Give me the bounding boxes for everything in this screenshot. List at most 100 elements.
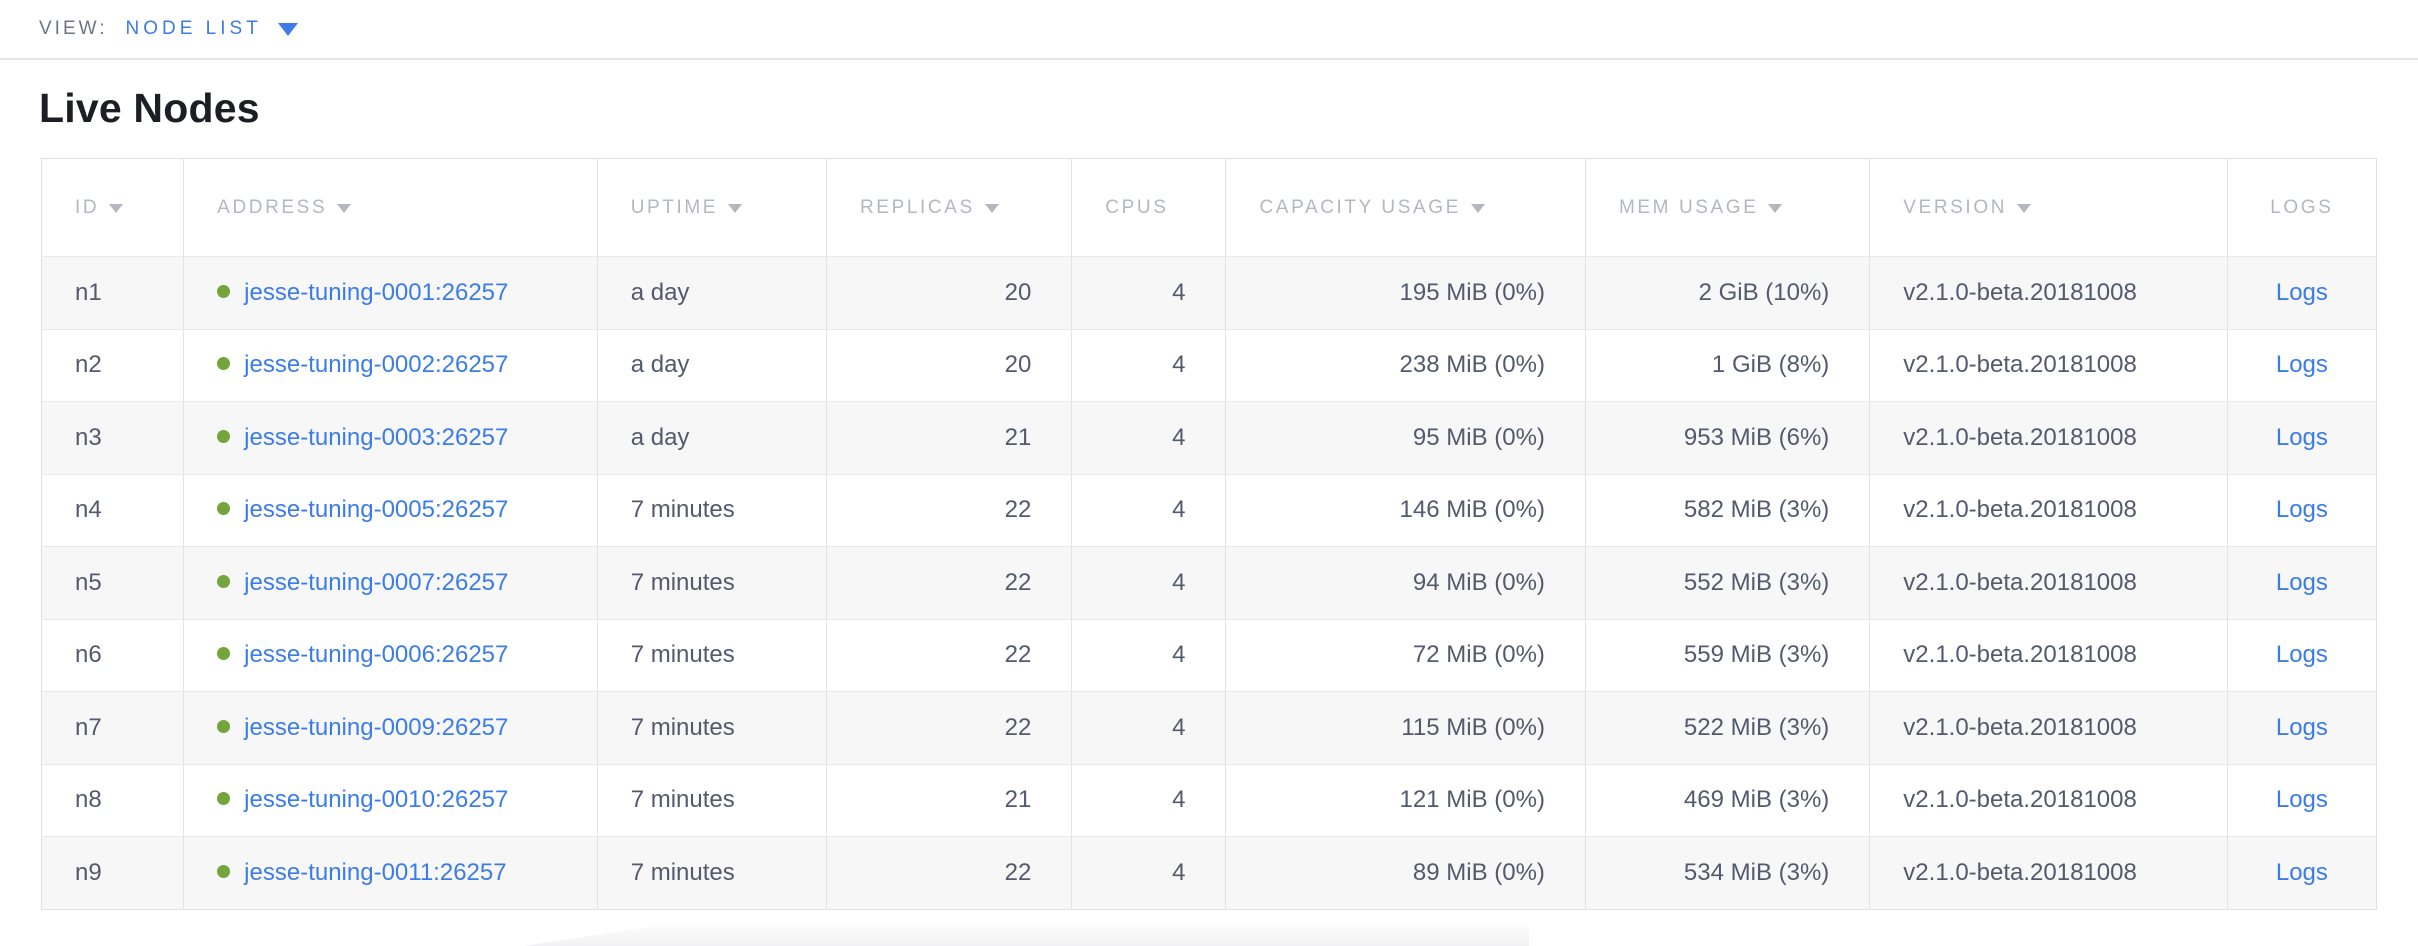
node-logs-cell: Logs [2226,546,2377,619]
node-logs-link[interactable]: Logs [2275,641,2328,669]
node-address-link[interactable]: jesse-tuning-0003:26257 [244,423,509,451]
node-logs-cell: Logs [2226,401,2377,474]
node-mem-usage: 522 MiB (3%) [1584,691,1870,764]
node-logs-cell: Logs [2226,474,2377,547]
table-row: n3 jesse-tuning-0003:26257 a day 21 4 95 MiB … [41,401,2377,474]
node-address-cell: jesse-tuning-0005:26257 [183,474,598,547]
node-live-status-icon [217,429,231,443]
node-cpus: 4 [1071,256,1226,329]
node-id: n6 [75,641,102,669]
node-address-link[interactable]: jesse-tuning-0005:26257 [244,496,509,524]
node-capacity-usage: 238 MiB (0%) [1225,329,1586,402]
node-uptime: a day [596,256,827,329]
node-live-status-icon [217,502,231,516]
node-address-link[interactable]: jesse-tuning-0010:26257 [244,786,509,814]
sort-desc-icon [984,203,999,213]
column-header-replicas[interactable]: REPLICAS [825,158,1072,257]
node-replicas: 20 [825,256,1072,329]
node-id: n3 [41,401,184,474]
node-capacity-usage: 95 MiB (0%) [1225,401,1586,474]
node-mem-usage: 953 MiB (6%) [1584,401,1870,474]
node-mem-usage: 559 MiB (3%) [1584,619,1870,692]
column-header-cpus: CPUS [1071,158,1226,257]
node-replicas: 21 [825,764,1072,837]
node-address-link[interactable]: jesse-tuning-0007:26257 [244,568,509,596]
node-logs-link[interactable]: Logs [2275,351,2328,379]
node-uptime: a day [596,329,827,402]
page-title: Live Nodes [39,85,260,131]
sort-desc-icon [109,203,124,213]
node-capacity-usage: 121 MiB (0%) [1225,764,1586,837]
node-logs-link[interactable]: Logs [2275,568,2328,596]
sort-desc-icon [337,203,352,213]
live-nodes-table: ID ADDRESS UPTIME REPLICAS CPUS CAPACITY… [41,158,2377,910]
node-logs-link[interactable]: Logs [2275,786,2328,814]
node-address-link[interactable]: jesse-tuning-0001:26257 [244,278,509,306]
node-id: n4 [75,496,102,524]
node-logs-link[interactable]: Logs [2275,423,2328,451]
node-id: n1 [41,256,184,329]
column-header-id[interactable]: ID [42,159,184,257]
node-logs-link[interactable]: Logs [2275,278,2328,306]
node-version: v2.1.0-beta.20181008 [1869,474,2228,547]
node-mem-usage: 1 GiB (8%) [1584,329,1870,402]
column-header-capacity-usage[interactable]: CAPACITY USAGE [1225,158,1586,257]
node-capacity-usage: 89 MiB (0%) [1225,836,1586,909]
node-logs-cell: Logs [2226,329,2377,402]
node-address-cell: jesse-tuning-0002:26257 [183,329,598,402]
node-replicas: 22 [825,691,1072,764]
node-uptime: 7 minutes [596,691,827,764]
node-live-status-icon [217,284,231,298]
node-logs-cell: Logs [2226,836,2377,909]
column-header-mem-usage[interactable]: MEM USAGE [1584,158,1870,257]
node-address-cell: jesse-tuning-0001:26257 [183,256,598,329]
node-replicas: 22 [825,474,1072,547]
node-cpus: 4 [1071,691,1226,764]
table-row: n6 jesse-tuning-0006:26257 7 minutes 22 4 72 … [41,619,2377,692]
node-id: n8 [75,786,102,814]
node-uptime: 7 minutes [596,836,827,909]
view-selector-dropdown[interactable]: NODE LIST [126,18,298,40]
view-bar: VIEW: NODE LIST [0,0,2418,60]
node-logs-link[interactable]: Logs [2275,496,2328,524]
node-address-link[interactable]: jesse-tuning-0002:26257 [244,351,509,379]
node-logs-cell: Logs [2226,619,2377,692]
node-address-cell: jesse-tuning-0003:26257 [183,401,598,474]
view-selected-value: NODE LIST [125,18,262,39]
sort-desc-icon [1470,203,1485,213]
node-logs-link[interactable]: Logs [2275,858,2328,886]
node-mem-usage: 534 MiB (3%) [1584,836,1870,909]
node-logs-link[interactable]: Logs [2275,713,2328,741]
bottom-panel-shadow [524,927,1529,946]
node-version: v2.1.0-beta.20181008 [1869,256,2228,329]
node-address-cell: jesse-tuning-0010:26257 [183,764,598,837]
node-cpus: 4 [1071,619,1226,692]
node-address-cell: jesse-tuning-0009:26257 [183,691,598,764]
column-header-version[interactable]: VERSION [1869,158,2228,257]
node-replicas: 22 [825,619,1072,692]
sort-desc-icon [2017,203,2032,213]
node-live-status-icon [217,574,231,588]
node-replicas: 22 [825,546,1072,619]
node-address-link[interactable]: jesse-tuning-0011:26257 [244,858,507,886]
node-address-link[interactable]: jesse-tuning-0009:26257 [244,713,509,741]
node-address-link[interactable]: jesse-tuning-0006:26257 [244,641,509,669]
chevron-down-icon [277,22,298,36]
sort-desc-icon [728,203,743,213]
node-uptime: 7 minutes [596,546,827,619]
column-header-address[interactable]: ADDRESS [183,158,598,257]
node-uptime: a day [596,401,827,474]
node-address-cell: jesse-tuning-0011:26257 [183,836,598,909]
column-header-uptime[interactable]: UPTIME [596,158,827,257]
sort-desc-icon [1768,203,1783,213]
live-nodes-section: Live Nodes ID ADDRESS UPTIME REPLICAS CP… [0,86,2418,910]
node-version: v2.1.0-beta.20181008 [1869,329,2228,402]
node-cpus: 4 [1071,546,1226,619]
view-label: VIEW: [39,18,108,39]
node-uptime: 7 minutes [596,474,827,547]
node-cpus: 4 [1071,474,1226,547]
node-cpus: 4 [1071,401,1226,474]
node-capacity-usage: 94 MiB (0%) [1225,546,1586,619]
node-version: v2.1.0-beta.20181008 [1869,691,2228,764]
node-live-status-icon [217,864,231,878]
